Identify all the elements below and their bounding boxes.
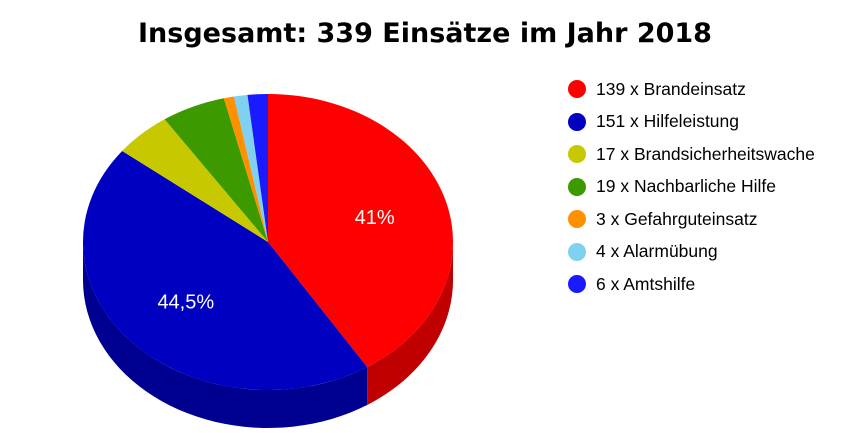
- legend-swatch: [568, 210, 586, 229]
- pie-side-walls: [83, 242, 453, 428]
- pie-slice-1: [82, 150, 368, 391]
- chart-title: Insgesamt: 339 Einsätze im Jahr 2018: [138, 18, 712, 49]
- legend-item: 19 x Nachbarliche Hilfe: [568, 171, 815, 204]
- pie-slice-0: [268, 94, 454, 367]
- pie-slice-5: [233, 94, 268, 242]
- legend-swatch: [568, 177, 586, 196]
- pie-side-1: [83, 242, 368, 428]
- legend-item: 6 x Amtshilfe: [568, 268, 815, 301]
- pie-slice-6: [247, 93, 268, 242]
- legend-swatch: [568, 112, 586, 131]
- legend-label: 151 x Hilfeleistung: [596, 111, 739, 132]
- legend-label: 139 x Brandeinsatz: [596, 78, 746, 99]
- pie-slices: [82, 93, 454, 391]
- legend-item: 139 x Brandeinsatz: [568, 73, 815, 106]
- legend-swatch: [568, 80, 586, 99]
- legend: 139 x Brandeinsatz 151 x Hilfeleistung 17 …: [568, 73, 815, 301]
- legend-item: 17 x Brandsicherheitswache: [568, 138, 815, 171]
- legend-item: 3 x Gefahrguteinsatz: [568, 203, 815, 236]
- legend-label: 6 x Amtshilfe: [596, 273, 696, 294]
- pie-side-0: [367, 242, 453, 405]
- legend-swatch: [568, 275, 586, 294]
- legend-label: 4 x Alarmübung: [596, 241, 718, 262]
- slice-label-1: 44,5%: [157, 292, 214, 314]
- legend-swatch: [568, 242, 586, 261]
- legend-label: 17 x Brandsicherheitswache: [596, 143, 815, 164]
- legend-item: 151 x Hilfeleistung: [568, 106, 815, 139]
- legend-label: 19 x Nachbarliche Hilfe: [596, 176, 776, 197]
- slice-label-0: 41%: [355, 207, 395, 229]
- legend-item: 4 x Alarmübung: [568, 236, 815, 269]
- pie-slice-2: [122, 119, 269, 242]
- legend-swatch: [568, 145, 586, 164]
- pie-slice-4: [223, 96, 268, 242]
- legend-label: 3 x Gefahrguteinsatz: [596, 208, 758, 229]
- pie-slice-3: [164, 98, 268, 242]
